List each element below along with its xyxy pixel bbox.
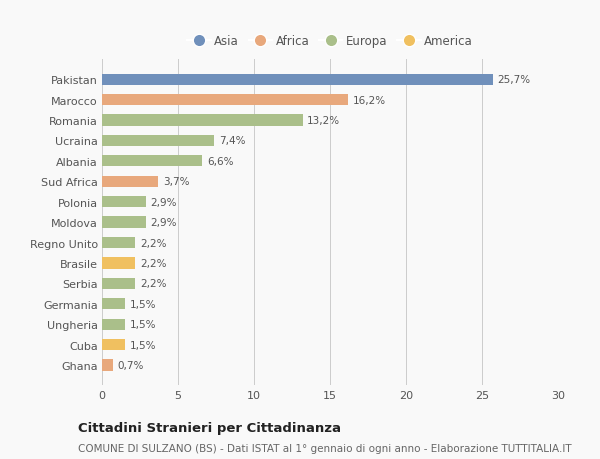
Text: 7,4%: 7,4%: [219, 136, 245, 146]
Bar: [102, 359, 113, 371]
Bar: [102, 217, 146, 228]
Text: Cittadini Stranieri per Cittadinanza: Cittadini Stranieri per Cittadinanza: [78, 421, 341, 434]
Bar: [102, 319, 125, 330]
Text: COMUNE DI SULZANO (BS) - Dati ISTAT al 1° gennaio di ogni anno - Elaborazione TU: COMUNE DI SULZANO (BS) - Dati ISTAT al 1…: [78, 443, 572, 453]
Text: 16,2%: 16,2%: [353, 95, 386, 106]
Text: 3,7%: 3,7%: [163, 177, 190, 187]
Bar: [102, 339, 125, 350]
Bar: [102, 237, 136, 249]
Text: 2,9%: 2,9%: [151, 197, 177, 207]
Bar: [102, 156, 202, 167]
Bar: [102, 298, 125, 310]
Text: 2,2%: 2,2%: [140, 238, 167, 248]
Bar: [102, 115, 302, 126]
Bar: [102, 258, 136, 269]
Text: 1,5%: 1,5%: [130, 340, 156, 350]
Text: 13,2%: 13,2%: [307, 116, 340, 126]
Text: 25,7%: 25,7%: [497, 75, 530, 85]
Text: 2,2%: 2,2%: [140, 279, 167, 289]
Bar: [102, 135, 214, 147]
Text: 1,5%: 1,5%: [130, 299, 156, 309]
Legend: Asia, Africa, Europa, America: Asia, Africa, Europa, America: [185, 33, 475, 50]
Bar: [102, 196, 146, 208]
Bar: [102, 278, 136, 289]
Text: 0,7%: 0,7%: [117, 360, 143, 370]
Text: 2,9%: 2,9%: [151, 218, 177, 228]
Bar: [102, 95, 348, 106]
Text: 2,2%: 2,2%: [140, 258, 167, 269]
Bar: [102, 176, 158, 187]
Text: 1,5%: 1,5%: [130, 319, 156, 330]
Text: 6,6%: 6,6%: [207, 157, 233, 167]
Bar: [102, 74, 493, 86]
